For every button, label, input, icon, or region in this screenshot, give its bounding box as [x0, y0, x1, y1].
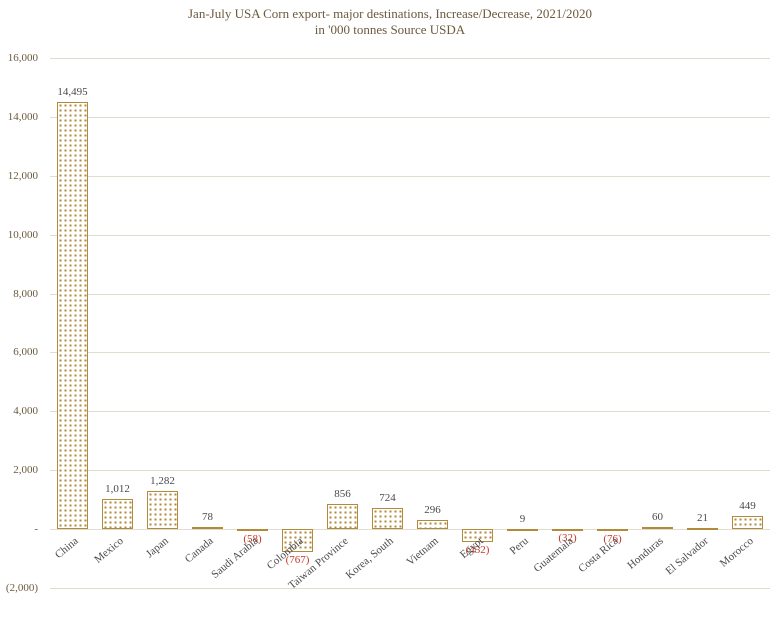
bar-slot: (767)Colombia [275, 58, 320, 588]
bar [597, 529, 629, 531]
chart-title-line2: in '000 tonnes Source USDA [0, 22, 780, 38]
bar-slot: (452)Egypt [455, 58, 500, 588]
x-axis-tick: Japan [143, 535, 170, 560]
y-axis-tick: 2,000 [0, 464, 38, 476]
bar [327, 504, 359, 529]
bar [237, 529, 269, 531]
bar-slot: 21El Salvador [680, 58, 725, 588]
bar-slot: (76)Costa Rica [590, 58, 635, 588]
bar-slot: 14,495 China [50, 58, 95, 588]
bar [552, 529, 584, 531]
bar-value-label: 9 [520, 513, 526, 525]
bar-value-label: 856 [334, 488, 351, 500]
bar-slot: 449Morocco [725, 58, 770, 588]
x-axis-tick: Peru [507, 535, 530, 557]
bar [507, 529, 539, 531]
bar [102, 499, 134, 529]
bar-value-label: 60 [652, 511, 663, 523]
chart-title-line1: Jan-July USA Corn export- major destinat… [0, 6, 780, 22]
bar [192, 527, 224, 529]
bar [417, 520, 449, 529]
bar-slot: (32)Guatemala [545, 58, 590, 588]
plot-area: (2,000)-2,0004,0006,0008,00010,00012,000… [50, 58, 770, 588]
x-axis-tick: Vietnam [404, 535, 440, 568]
bar-slot: 296Vietnam [410, 58, 455, 588]
bar-value-label: 724 [379, 492, 396, 504]
y-axis-tick: (2,000) [0, 582, 38, 594]
y-axis-tick: - [0, 523, 38, 535]
x-axis-tick: Mexico [92, 535, 125, 566]
bar-value-label: 78 [202, 511, 213, 523]
bars-layer: 14,495 China 1,012 Mexico 1,282 Japan 78 Canada… [50, 58, 770, 588]
bar [372, 508, 404, 529]
x-axis-tick: Canada [182, 535, 215, 565]
bar [147, 491, 179, 529]
bar-slot: 9 Peru [500, 58, 545, 588]
y-axis-tick: 8,000 [0, 288, 38, 300]
chart-title: Jan-July USA Corn export- major destinat… [0, 6, 780, 39]
bar [57, 102, 89, 529]
chart-container: Jan-July USA Corn export- major destinat… [0, 0, 780, 639]
bar-value-label: 21 [697, 512, 708, 524]
bar-value-label: 296 [424, 504, 441, 516]
y-axis-tick: 12,000 [0, 170, 38, 182]
gridline [50, 588, 770, 589]
bar-value-label: 1,012 [105, 483, 130, 495]
bar-value-label: 449 [739, 500, 756, 512]
y-axis-tick: 14,000 [0, 111, 38, 123]
bar-value-label: 1,282 [150, 475, 175, 487]
y-axis-tick: 6,000 [0, 346, 38, 358]
bar-slot: 1,012 Mexico [95, 58, 140, 588]
bar [642, 527, 674, 529]
bar-slot: 724Korea, South [365, 58, 410, 588]
bar-value-label: 14,495 [57, 86, 87, 98]
bar-slot: 78 Canada [185, 58, 230, 588]
x-axis-tick: China [52, 535, 80, 561]
y-axis-tick: 4,000 [0, 405, 38, 417]
bar-slot: 1,282 Japan [140, 58, 185, 588]
bar [732, 516, 764, 529]
y-axis-tick: 16,000 [0, 52, 38, 64]
y-axis-tick: 10,000 [0, 229, 38, 241]
bar-slot: 60Honduras [635, 58, 680, 588]
bar [687, 528, 719, 530]
bar-slot: 856Taiwan Province [320, 58, 365, 588]
bar-slot: (58)Saudi Arabia [230, 58, 275, 588]
